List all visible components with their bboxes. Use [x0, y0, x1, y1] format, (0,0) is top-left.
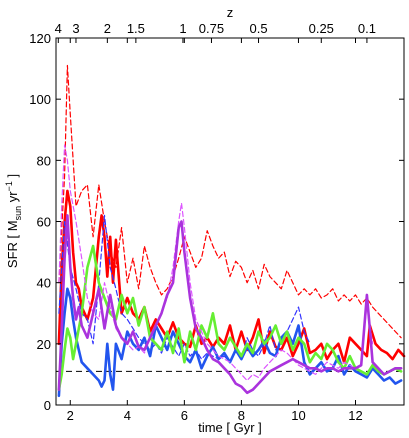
series-line-5: [57, 244, 403, 392]
x-tick-label: 2: [67, 408, 74, 423]
series-line-1: [58, 64, 402, 339]
series-line-7: [57, 214, 403, 395]
y-tick-label: 0: [44, 398, 51, 413]
y-tick-label: 40: [37, 276, 51, 291]
x-tick-label: 8: [238, 408, 245, 423]
series-line-3: [58, 214, 311, 363]
y-tick-label: 20: [37, 337, 51, 352]
top-tick-label: 0.1: [358, 21, 376, 36]
top-tick-label: 0.5: [249, 21, 267, 36]
top-tick-label: 4: [55, 21, 62, 36]
y-tick-label: 60: [37, 215, 51, 230]
top-tick-label: 2: [104, 21, 111, 36]
plot-area-group: [55, 37, 406, 406]
series-layer: [57, 64, 406, 398]
y-axis: 0 20 40 60 80 100 120: [29, 31, 404, 413]
y-axis-label: SFR [ Msun yr−1 ]: [4, 174, 23, 268]
top-tick-label: 3: [72, 21, 79, 36]
top-tick-label: 1.5: [127, 21, 145, 36]
y-tick-label: 100: [29, 92, 51, 107]
top-tick-label: 0.25: [309, 21, 334, 36]
top-axis-label: z: [227, 5, 234, 20]
y-label-post: ]: [5, 174, 20, 181]
top-redshift-axis: 4 3 2 1.5 1 0.75 0.5 0.25 0.1: [55, 21, 376, 43]
y-label-sub: sun: [13, 206, 23, 221]
x-tick-label: 12: [348, 408, 362, 423]
x-tick-label: 4: [124, 408, 131, 423]
x-axis: 2 4 6 8 10 12: [67, 38, 363, 423]
plot-area: [56, 38, 404, 405]
x-tick-label: 10: [291, 408, 305, 423]
y-tick-label: 120: [29, 31, 51, 46]
y-tick-label: 80: [37, 153, 51, 168]
top-tick-label: 0.75: [199, 21, 224, 36]
x-tick-label: 6: [181, 408, 188, 423]
y-label-pre: SFR [ M: [5, 220, 20, 268]
series-line-6: [58, 144, 374, 382]
y-label-sup: −1: [4, 181, 14, 191]
top-tick-label: 1: [179, 21, 186, 36]
x-axis-label: time [ Gyr ]: [198, 420, 262, 435]
y-label-mid: yr: [5, 191, 20, 206]
